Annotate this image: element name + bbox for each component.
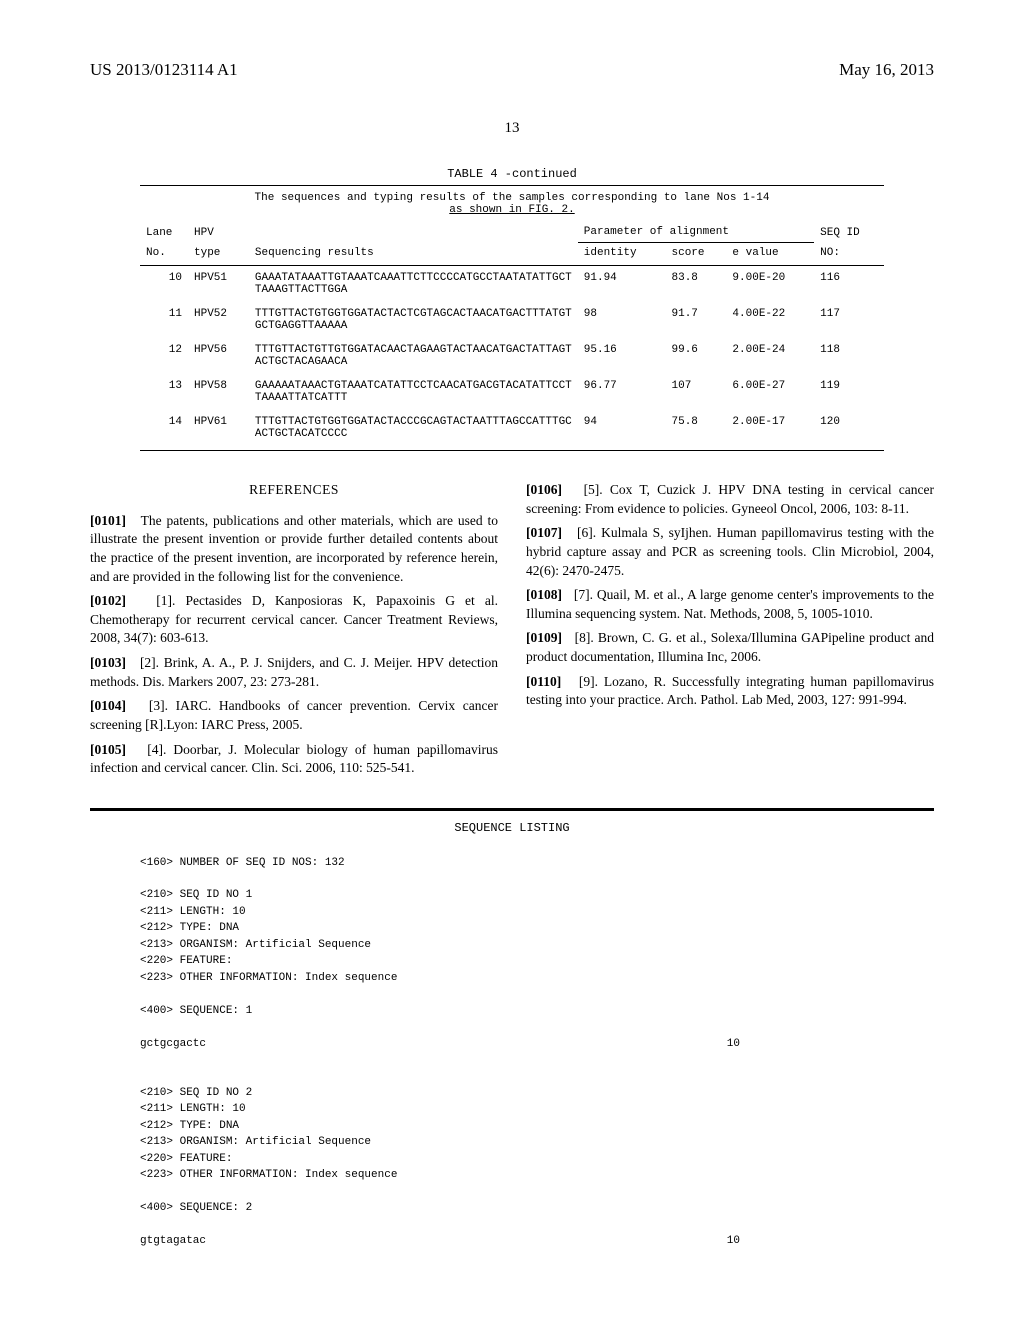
cell-identity: 91.94 bbox=[578, 266, 666, 303]
cell-identity: 98 bbox=[578, 302, 666, 338]
cell-hpv: HPV61 bbox=[188, 410, 249, 451]
seq-meta-line: <213> ORGANISM: Artificial Sequence bbox=[140, 937, 884, 954]
col-score: score bbox=[666, 243, 727, 266]
cell-score: 83.8 bbox=[666, 266, 727, 303]
publication-number: US 2013/0123114 A1 bbox=[90, 60, 238, 80]
col-identity: identity bbox=[578, 243, 666, 266]
sequence-table: The sequences and typing results of the … bbox=[140, 185, 884, 451]
cell-sequence: GAAAAATAAACTGTAAATCATATTCCTCAACATGACGTAC… bbox=[249, 374, 578, 410]
table-title: TABLE 4 -continued bbox=[90, 167, 934, 181]
cell-evalue: 2.00E-24 bbox=[726, 338, 814, 374]
seq-data-line: gtgtagatac10 bbox=[140, 1233, 740, 1250]
col-seqid: SEQ ID bbox=[814, 222, 884, 243]
seq-meta-line: <212> TYPE: DNA bbox=[140, 920, 884, 937]
cell-hpv: HPV52 bbox=[188, 302, 249, 338]
para-0110: [0110] [9]. Lozano, R. Successfully inte… bbox=[526, 673, 934, 710]
page-header: US 2013/0123114 A1 May 16, 2013 bbox=[90, 60, 934, 80]
left-column: REFERENCES [0101] The patents, publicati… bbox=[90, 481, 498, 784]
cell-lane: 10 bbox=[140, 266, 188, 303]
seq-header: <400> SEQUENCE: 1 bbox=[140, 1003, 884, 1020]
col-seqres: Sequencing results bbox=[249, 243, 578, 266]
publication-date: May 16, 2013 bbox=[839, 60, 934, 80]
table-row: 14 HPV61 TTTGTTACTGTGGTGGATACTACCCGCAGTA… bbox=[140, 410, 884, 451]
cell-seqid: 120 bbox=[814, 410, 884, 451]
para-0101: [0101] The patents, publications and oth… bbox=[90, 512, 498, 587]
col-param-alignment: Parameter of alignment bbox=[578, 222, 814, 243]
cell-evalue: 2.00E-17 bbox=[726, 410, 814, 451]
col-type: type bbox=[188, 243, 249, 266]
cell-seqid: 116 bbox=[814, 266, 884, 303]
cell-hpv: HPV58 bbox=[188, 374, 249, 410]
col-evalue: e value bbox=[726, 243, 814, 266]
seq-meta-line: <210> SEQ ID NO 1 bbox=[140, 887, 884, 904]
cell-lane: 11 bbox=[140, 302, 188, 338]
para-0106: [0106] [5]. Cox T, Cuzick J. HPV DNA tes… bbox=[526, 481, 934, 518]
table-row: 11 HPV52 TTTGTTACTGTGGTGGATACTACTCGTAGCA… bbox=[140, 302, 884, 338]
seq-data-line: gctgcgactc10 bbox=[140, 1036, 740, 1053]
cell-score: 107 bbox=[666, 374, 727, 410]
seq-meta-line: <223> OTHER INFORMATION: Index sequence bbox=[140, 970, 884, 987]
cell-identity: 95.16 bbox=[578, 338, 666, 374]
cell-hpv: HPV51 bbox=[188, 266, 249, 303]
cell-lane: 12 bbox=[140, 338, 188, 374]
seq-entry: <210> SEQ ID NO 1<211> LENGTH: 10<212> T… bbox=[140, 887, 884, 1052]
col-lane: Lane bbox=[140, 222, 188, 243]
cell-evalue: 9.00E-20 bbox=[726, 266, 814, 303]
para-0109: [0109] [8]. Brown, C. G. et al., Solexa/… bbox=[526, 629, 934, 666]
col-seq bbox=[249, 222, 578, 243]
cell-seqid: 119 bbox=[814, 374, 884, 410]
cell-lane: 13 bbox=[140, 374, 188, 410]
seq-meta-line: <220> FEATURE: bbox=[140, 1151, 884, 1168]
seq-meta-line: <223> OTHER INFORMATION: Index sequence bbox=[140, 1167, 884, 1184]
section-divider bbox=[90, 808, 934, 811]
seq-meta-line: <211> LENGTH: 10 bbox=[140, 904, 884, 921]
seq-header: <400> SEQUENCE: 2 bbox=[140, 1200, 884, 1217]
cell-score: 75.8 bbox=[666, 410, 727, 451]
cell-lane: 14 bbox=[140, 410, 188, 451]
cell-seqid: 117 bbox=[814, 302, 884, 338]
table-row: 12 HPV56 TTTGTTACTGTTGTGGATACAACTAGAAGTA… bbox=[140, 338, 884, 374]
cell-identity: 96.77 bbox=[578, 374, 666, 410]
para-0102: [0102] [1]. Pectasides D, Kanposioras K,… bbox=[90, 592, 498, 648]
para-0104: [0104] [3]. IARC. Handbooks of cancer pr… bbox=[90, 697, 498, 734]
right-column: [0106] [5]. Cox T, Cuzick J. HPV DNA tes… bbox=[526, 481, 934, 784]
references-columns: REFERENCES [0101] The patents, publicati… bbox=[90, 481, 934, 784]
sequence-listing: <160> NUMBER OF SEQ ID NOS: 132 <210> SE… bbox=[140, 855, 884, 1250]
seq-entry: <210> SEQ ID NO 2<211> LENGTH: 10<212> T… bbox=[140, 1085, 884, 1250]
seq-meta-line: <212> TYPE: DNA bbox=[140, 1118, 884, 1135]
table-caption: The sequences and typing results of the … bbox=[140, 186, 884, 223]
para-0103: [0103] [2]. Brink, A. A., P. J. Snijders… bbox=[90, 654, 498, 691]
cell-evalue: 4.00E-22 bbox=[726, 302, 814, 338]
cell-identity: 94 bbox=[578, 410, 666, 451]
page-number: 13 bbox=[90, 120, 934, 137]
col-no: No. bbox=[140, 243, 188, 266]
cell-sequence: TTTGTTACTGTTGTGGATACAACTAGAAGTACTAACATGA… bbox=[249, 338, 578, 374]
cell-sequence: GAAATATAAATTGTAAATCAAATTCTTCCCCATGCCTAAT… bbox=[249, 266, 578, 303]
cell-seqid: 118 bbox=[814, 338, 884, 374]
num-seqs: <160> NUMBER OF SEQ ID NOS: 132 bbox=[140, 855, 884, 872]
references-heading: REFERENCES bbox=[90, 481, 498, 500]
seq-meta-line: <210> SEQ ID NO 2 bbox=[140, 1085, 884, 1102]
cell-sequence: TTTGTTACTGTGGTGGATACTACTCGTAGCACTAACATGA… bbox=[249, 302, 578, 338]
seq-meta-line: <211> LENGTH: 10 bbox=[140, 1101, 884, 1118]
cell-hpv: HPV56 bbox=[188, 338, 249, 374]
seq-meta-line: <220> FEATURE: bbox=[140, 953, 884, 970]
col-seqid-no: NO: bbox=[814, 243, 884, 266]
seq-listing-title: SEQUENCE LISTING bbox=[90, 821, 934, 835]
para-0105: [0105] [4]. Doorbar, J. Molecular biolog… bbox=[90, 741, 498, 778]
para-0108: [0108] [7]. Quail, M. et al., A large ge… bbox=[526, 586, 934, 623]
seq-meta-line: <213> ORGANISM: Artificial Sequence bbox=[140, 1134, 884, 1151]
cell-score: 91.7 bbox=[666, 302, 727, 338]
table-row: 13 HPV58 GAAAAATAAACTGTAAATCATATTCCTCAAC… bbox=[140, 374, 884, 410]
cell-evalue: 6.00E-27 bbox=[726, 374, 814, 410]
para-0107: [0107] [6]. Kulmala S, syIjhen. Human pa… bbox=[526, 524, 934, 580]
cell-sequence: TTTGTTACTGTGGTGGATACTACCCGCAGTACTAATTTAG… bbox=[249, 410, 578, 451]
col-hpv: HPV bbox=[188, 222, 249, 243]
cell-score: 99.6 bbox=[666, 338, 727, 374]
table-row: 10 HPV51 GAAATATAAATTGTAAATCAAATTCTTCCCC… bbox=[140, 266, 884, 303]
